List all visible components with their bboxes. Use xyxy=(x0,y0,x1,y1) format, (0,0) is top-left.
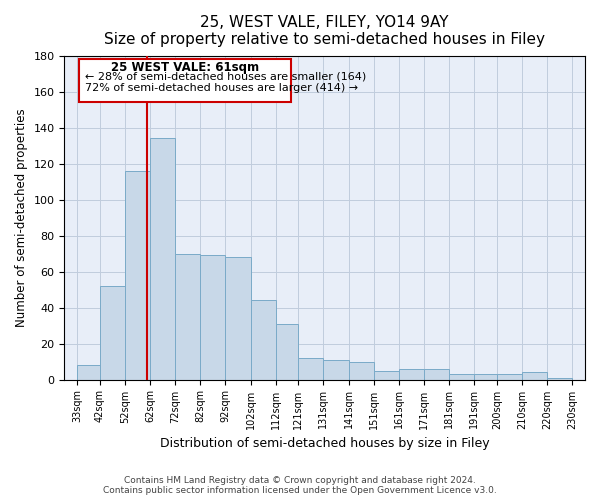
Bar xyxy=(374,370,399,380)
Bar xyxy=(323,360,349,380)
Bar xyxy=(547,378,572,380)
Bar xyxy=(226,257,251,380)
Bar xyxy=(77,365,100,380)
Bar xyxy=(399,369,424,380)
X-axis label: Distribution of semi-detached houses by size in Filey: Distribution of semi-detached houses by … xyxy=(160,437,490,450)
Text: ← 28% of semi-detached houses are smaller (164): ← 28% of semi-detached houses are smalle… xyxy=(85,72,366,82)
Bar xyxy=(251,300,275,380)
Text: 72% of semi-detached houses are larger (414) →: 72% of semi-detached houses are larger (… xyxy=(85,82,358,92)
Bar xyxy=(150,138,175,380)
Bar xyxy=(175,254,200,380)
Text: 25 WEST VALE: 61sqm: 25 WEST VALE: 61sqm xyxy=(111,61,259,74)
Bar xyxy=(475,374,497,380)
Bar xyxy=(298,358,323,380)
Bar xyxy=(200,256,226,380)
Text: Contains HM Land Registry data © Crown copyright and database right 2024.
Contai: Contains HM Land Registry data © Crown c… xyxy=(103,476,497,495)
Bar xyxy=(497,374,522,380)
Bar xyxy=(522,372,547,380)
Bar xyxy=(349,362,374,380)
Bar xyxy=(275,324,298,380)
Bar xyxy=(125,170,150,380)
Bar xyxy=(449,374,475,380)
Bar xyxy=(424,369,449,380)
Title: 25, WEST VALE, FILEY, YO14 9AY
Size of property relative to semi-detached houses: 25, WEST VALE, FILEY, YO14 9AY Size of p… xyxy=(104,15,545,48)
FancyBboxPatch shape xyxy=(79,59,291,102)
Y-axis label: Number of semi-detached properties: Number of semi-detached properties xyxy=(15,108,28,327)
Bar xyxy=(100,286,125,380)
